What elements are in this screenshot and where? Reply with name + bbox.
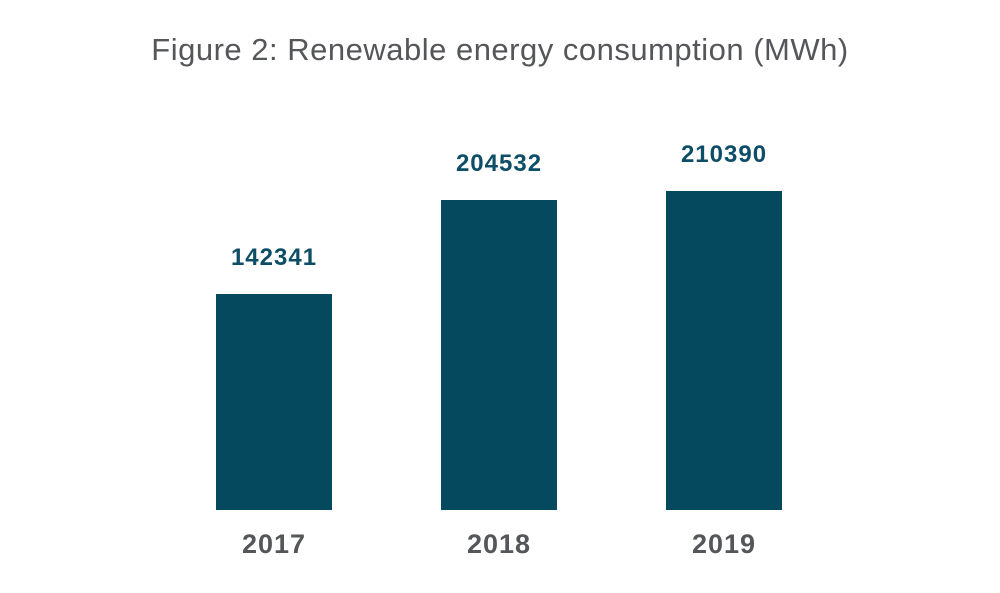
bar-group: 142341 2017 xyxy=(216,244,332,558)
x-axis-label: 2018 xyxy=(466,529,532,559)
chart-title: Figure 2: Renewable energy consumption (… xyxy=(151,32,849,67)
bar-value-label: 210390 xyxy=(680,141,768,168)
bar-group: 210390 2019 xyxy=(666,141,782,558)
x-axis-label: 2017 xyxy=(241,529,307,559)
x-axis-label: 2019 xyxy=(691,529,757,559)
bar-value-label: 142341 xyxy=(230,244,318,271)
bar-2019 xyxy=(666,191,782,510)
bar-2018 xyxy=(441,200,557,510)
bar-2017 xyxy=(216,294,332,510)
bar-group: 204532 2018 xyxy=(441,150,557,558)
bar-value-label: 204532 xyxy=(455,150,543,177)
